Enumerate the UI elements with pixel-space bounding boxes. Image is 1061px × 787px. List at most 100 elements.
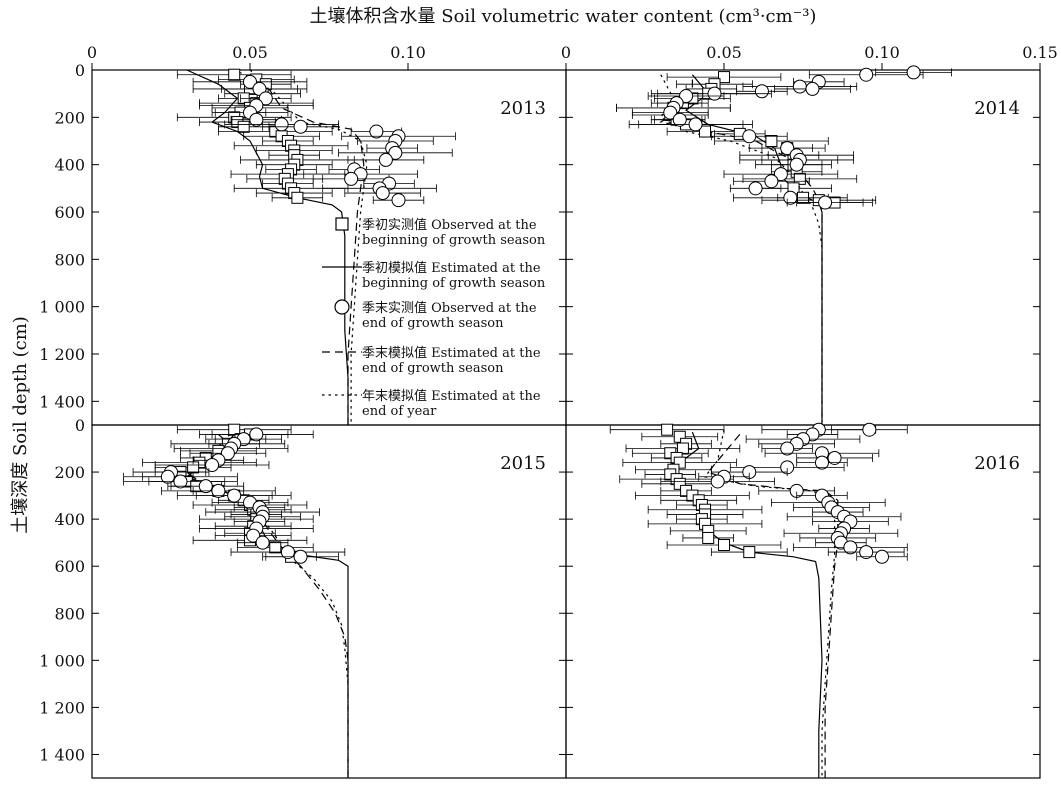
marker-observed-beginning	[269, 541, 282, 554]
marker-observed-beginning	[718, 539, 730, 552]
marker-observed-end	[378, 152, 393, 167]
marker-observed-end	[843, 540, 858, 555]
marker-observed-beginning	[793, 172, 806, 185]
panel-year-label: 2013	[500, 98, 546, 119]
marker-observed-end	[773, 167, 788, 182]
marker-observed-end	[243, 74, 257, 89]
x-tick-label: 0.15	[1022, 43, 1058, 62]
x-tick-label: 0	[87, 43, 97, 62]
marker-observed-end	[764, 174, 779, 189]
marker-observed-end	[710, 474, 725, 489]
marker-observed-end	[672, 112, 687, 127]
y-tick-label: 200	[54, 108, 85, 127]
marker-observed-end	[205, 458, 220, 473]
marker-observed-beginning	[765, 135, 778, 147]
marker-observed-end	[875, 549, 889, 564]
marker-observed-end	[754, 84, 769, 99]
panel-frame	[565, 424, 1041, 779]
marker-observed-beginning	[228, 68, 241, 81]
legend-entry-line1: 季初模拟值 Estimated at the	[362, 260, 541, 276]
marker-observed-end	[663, 105, 678, 120]
y-tick-label: 800	[54, 250, 85, 269]
x-axis-title: 土壤体积含水量 Soil volumetric water content (c…	[310, 6, 817, 27]
y-tick-label: 800	[54, 604, 85, 623]
marker-observed-end	[293, 119, 308, 134]
marker-observed-end	[859, 545, 874, 560]
marker-observed-end	[906, 65, 921, 80]
marker-observed-end	[227, 488, 242, 503]
marker-observed-end	[818, 195, 833, 210]
panel-2016: 2016	[565, 422, 1041, 779]
marker-observed-end	[679, 89, 694, 104]
marker-observed-end	[344, 171, 359, 186]
marker-observed-beginning	[718, 71, 730, 84]
marker-observed-beginning	[673, 477, 686, 490]
x-tick-label: 0	[561, 43, 571, 62]
y-tick-label: 1 200	[39, 345, 85, 364]
marker-observed-end	[274, 117, 289, 132]
x-tick-label: 0.05	[706, 43, 742, 62]
marker-observed-end	[369, 124, 384, 139]
y-tick-label: 1 000	[39, 298, 85, 317]
series-line-estimated-end-season	[233, 69, 365, 425]
x-tick-label: 0.10	[864, 43, 900, 62]
marker-observed-end	[293, 549, 308, 564]
series-line-estimated-end-season	[707, 434, 839, 778]
legend-swatch-circle	[334, 299, 350, 315]
marker-observed-beginning	[228, 423, 241, 436]
marker-observed-end	[173, 474, 188, 489]
marker-observed-end	[198, 479, 213, 494]
marker-observed-end	[827, 450, 842, 465]
marker-observed-beginning	[743, 546, 756, 559]
series-line-estimated-beginning	[186, 69, 349, 425]
y-tick-label: 600	[54, 203, 85, 222]
marker-observed-end	[859, 67, 874, 82]
marker-observed-end	[280, 545, 295, 560]
marker-observed-end	[792, 79, 807, 94]
marker-observed-end	[805, 81, 820, 96]
panel-2014: 0 0.05 0.10 0.15 2014	[561, 43, 1058, 426]
marker-observed-beginning	[237, 120, 250, 133]
panel-year-label: 2014	[974, 98, 1020, 119]
marker-observed-end	[220, 446, 235, 461]
marker-observed-end	[375, 186, 390, 201]
marker-observed-beginning	[661, 423, 674, 436]
y-tick-label: 1 400	[39, 745, 85, 764]
series-line-estimated-end-year	[185, 429, 349, 778]
y-tick-label: 0	[75, 61, 85, 80]
marker-observed-beginning	[673, 456, 686, 469]
marker-observed-end	[249, 112, 264, 127]
marker-observed-beginning	[673, 430, 686, 443]
legend-entry-line2: end of growth season	[362, 316, 504, 331]
y-tick-label: 0	[75, 416, 85, 435]
marker-observed-end	[780, 141, 795, 156]
series-line-estimated-end-season	[185, 434, 349, 778]
marker-observed-beginning	[699, 125, 712, 138]
marker-observed-beginning	[702, 531, 715, 544]
legend-entry-line2: end of growth season	[362, 361, 504, 376]
legend-swatch-square	[335, 217, 349, 231]
legend-entry-line1: 季初实测值 Observed at the	[362, 217, 537, 233]
legend-entry-line1: 年末模拟值 Estimated at the	[362, 388, 541, 404]
y-tick-label: 400	[54, 510, 85, 529]
marker-observed-end	[388, 145, 403, 160]
legend-entry-line2: beginning of growth season	[362, 233, 546, 248]
y-tick-label: 600	[54, 557, 85, 576]
marker-observed-end	[246, 528, 261, 543]
marker-observed-end	[862, 422, 877, 437]
marker-observed-beginning	[291, 191, 304, 204]
legend-entry-line1: 季末模拟值 Estimated at the	[362, 345, 541, 361]
legend-entry-line2: end of year	[362, 404, 437, 419]
panel-2015: 0 200 400 600 800 1 000 1 200 1 400 2015	[39, 416, 567, 779]
panels-group: 0 200 400 600 800 1 000 1 200 1 400 0 0.05 0.10 201…	[39, 43, 1058, 779]
marker-observed-end	[688, 117, 703, 132]
y-tick-label: 1 200	[39, 698, 85, 717]
marker-observed-end	[780, 441, 795, 456]
y-tick-label: 1 000	[39, 651, 85, 670]
y-tick-label: 1 400	[39, 392, 85, 411]
marker-observed-end	[814, 455, 829, 470]
marker-observed-end	[249, 427, 264, 442]
